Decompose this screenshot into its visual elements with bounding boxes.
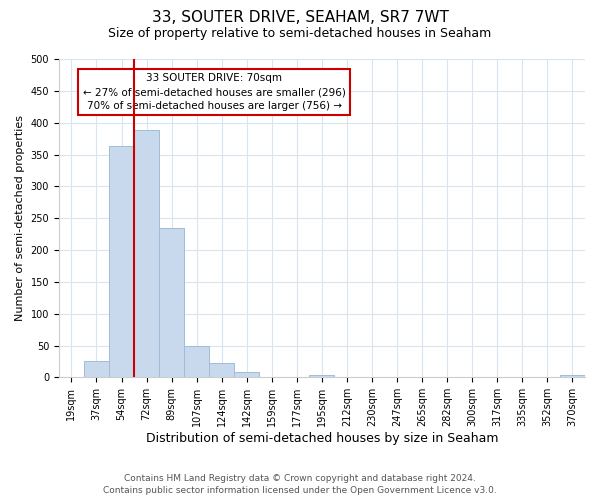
Text: 33 SOUTER DRIVE: 70sqm
← 27% of semi-detached houses are smaller (296)
70% of se: 33 SOUTER DRIVE: 70sqm ← 27% of semi-det…	[83, 74, 346, 112]
Text: 33, SOUTER DRIVE, SEAHAM, SR7 7WT: 33, SOUTER DRIVE, SEAHAM, SR7 7WT	[152, 10, 448, 25]
Bar	[234, 372, 259, 378]
Bar	[560, 376, 585, 378]
Bar	[134, 130, 159, 378]
Y-axis label: Number of semi-detached properties: Number of semi-detached properties	[15, 115, 25, 321]
Bar	[159, 228, 184, 378]
Bar	[209, 362, 234, 378]
Text: Contains HM Land Registry data © Crown copyright and database right 2024.
Contai: Contains HM Land Registry data © Crown c…	[103, 474, 497, 495]
Text: Size of property relative to semi-detached houses in Seaham: Size of property relative to semi-detach…	[109, 28, 491, 40]
Bar	[84, 362, 109, 378]
Bar	[109, 146, 134, 378]
Bar	[184, 346, 209, 378]
Bar	[310, 376, 334, 378]
X-axis label: Distribution of semi-detached houses by size in Seaham: Distribution of semi-detached houses by …	[146, 432, 498, 445]
